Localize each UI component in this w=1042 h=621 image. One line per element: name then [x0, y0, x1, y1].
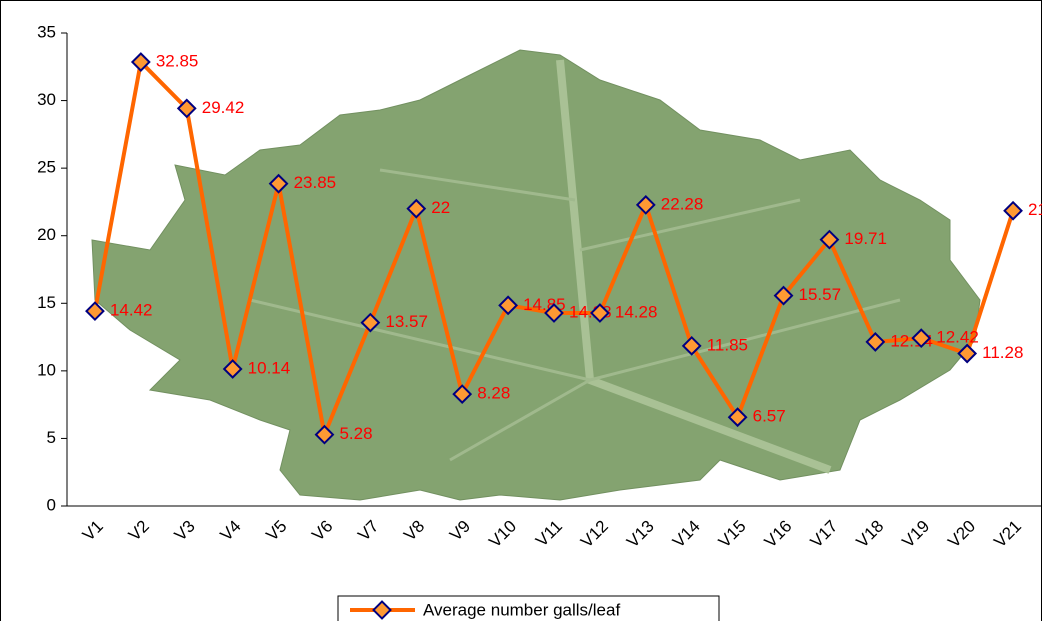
value-label: 29.42 [202, 98, 245, 117]
value-label: 11.85 [707, 335, 748, 354]
y-tick-label: 30 [37, 90, 56, 109]
y-tick-label: 35 [37, 22, 56, 41]
value-label: 13.57 [385, 312, 428, 331]
value-label: 11.28 [982, 343, 1023, 362]
value-label: 23.85 [294, 173, 337, 192]
value-label: 12.42 [936, 328, 979, 347]
y-tick-label: 10 [37, 360, 56, 379]
marker [819, 229, 840, 250]
marker [314, 424, 335, 445]
marker [222, 359, 243, 379]
marker [1003, 200, 1023, 221]
marker [360, 312, 381, 333]
y-tick-label: 25 [37, 158, 56, 177]
value-label: 32.85 [156, 52, 199, 71]
value-label: 8.28 [477, 384, 510, 403]
value-label: 6.57 [753, 407, 786, 426]
marker [957, 343, 978, 364]
marker [544, 303, 564, 323]
marker [635, 195, 656, 215]
value-label: 5.28 [339, 424, 372, 443]
marker [773, 285, 794, 306]
marker [406, 198, 427, 219]
legend-label: Average number galls/leaf [423, 600, 620, 619]
marker [911, 328, 932, 349]
value-label: 22 [431, 198, 450, 217]
y-tick-label: 20 [37, 225, 56, 244]
value-label: 21.85 [1028, 200, 1042, 219]
value-label: 14.42 [110, 301, 153, 320]
marker [727, 407, 748, 428]
marker [865, 332, 886, 352]
marker [130, 52, 151, 72]
legend-marker [372, 600, 392, 620]
marker [268, 173, 289, 194]
value-label: 15.57 [799, 285, 842, 304]
value-label: 10.14 [248, 358, 291, 377]
marker [681, 335, 702, 356]
y-tick-label: 15 [37, 293, 56, 312]
legend-box [337, 595, 720, 621]
value-label: 14.28 [615, 303, 658, 322]
value-label: 22.28 [661, 194, 704, 213]
y-tick-label: 0 [47, 495, 56, 514]
legend: Average number galls/leaf [337, 595, 720, 621]
marker [85, 301, 105, 322]
marker [590, 303, 610, 323]
marker [452, 384, 473, 405]
marker [176, 98, 197, 119]
y-tick-label: 5 [47, 428, 56, 447]
value-label: 19.71 [844, 229, 887, 248]
marker [498, 295, 518, 316]
